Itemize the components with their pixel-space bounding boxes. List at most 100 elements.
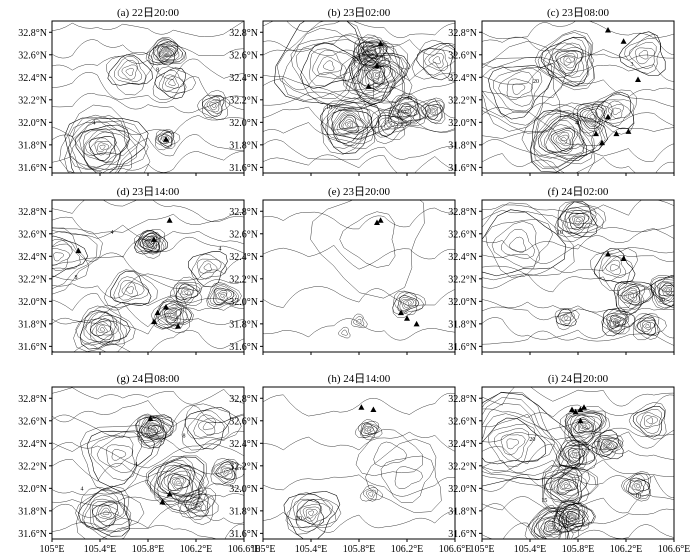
- panel-d: (d) 23日14:00 4 8 4 32.8°N 32.6°N 32.4°N 32.2°N 3…: [18, 186, 245, 355]
- station-triangle: [635, 76, 641, 83]
- y-tick-label: 31.6°N: [18, 529, 47, 540]
- panel-e: (e) 23日20:00 32.8°N 32.6°N 32.4°N 32.2°N 32.0…: [229, 186, 456, 355]
- panel-frame: [51, 199, 245, 353]
- panel-title: (f) 24日02:00: [548, 186, 609, 198]
- panel-b: (b) 23日02:00 20 30 10 32.8°N 32.6°N 32.4°N 32.2…: [229, 7, 456, 176]
- y-tick-label: 31.8°N: [448, 140, 477, 151]
- y-tick-label: 32.6°N: [448, 229, 477, 240]
- station-triangle: [577, 417, 584, 424]
- panel-title: (b) 23日02:00: [328, 7, 391, 19]
- x-tick-label: 106.6°E: [228, 544, 261, 555]
- contour-lines: 20 30 10: [263, 21, 455, 173]
- contour-label: 15: [541, 498, 547, 504]
- panel-frame: [51, 386, 245, 540]
- y-tick-label: 31.6°N: [448, 342, 477, 353]
- y-tick-label: 32.2°N: [229, 95, 258, 106]
- station-triangle: [374, 219, 380, 226]
- y-tick-label: 32.8°N: [448, 394, 477, 405]
- contour-label: 10: [557, 230, 563, 236]
- y-tick-label: 32.8°N: [18, 207, 47, 218]
- y-tick-label: 32.4°N: [229, 439, 258, 450]
- panel-title: (i) 24日20:00: [548, 373, 609, 385]
- station-triangle: [175, 323, 181, 329]
- station-triangle: [620, 255, 627, 262]
- contour-label: 4: [135, 462, 138, 468]
- x-tick-label: 106.2°E: [391, 544, 424, 555]
- station-triangle: [581, 404, 587, 410]
- x-tick-label: 105.8°E: [343, 544, 376, 555]
- contour-lines: 48: [52, 21, 244, 173]
- y-tick-label: 32.0°N: [448, 484, 477, 495]
- panel-frame: [481, 199, 675, 353]
- station-triangle: [413, 320, 420, 327]
- station-triangle: [377, 217, 384, 223]
- x-tick-label: 105°E: [39, 544, 64, 555]
- contour-label: 4: [219, 247, 222, 253]
- y-tick-label: 31.8°N: [229, 140, 258, 151]
- y-tick-label: 32.4°N: [18, 439, 47, 450]
- panel-g: (g) 24日08:00 4 4 8 32.8°N 32.6°N 32.4°N 32.2°N 3…: [18, 373, 260, 555]
- x-tick-label: 106.6°E: [439, 544, 472, 555]
- station-triangle: [370, 406, 377, 413]
- contour-label: 4: [93, 121, 96, 127]
- y-tick-label: 32.0°N: [448, 297, 477, 308]
- station-triangle: [75, 247, 82, 254]
- x-tick-label: 105.4°E: [514, 544, 547, 555]
- y-tick-label: 32.6°N: [448, 416, 477, 427]
- contour-label: 20: [659, 297, 665, 303]
- station-triangle: [605, 251, 611, 257]
- y-tick-label: 32.2°N: [18, 95, 47, 106]
- panel-title: (g) 24日08:00: [117, 373, 180, 385]
- y-tick-label: 32.2°N: [448, 95, 477, 106]
- x-tick-label: 105.4°E: [295, 544, 328, 555]
- y-tick-label: 32.0°N: [448, 118, 477, 129]
- contour-label: 20: [529, 437, 535, 443]
- y-tick-label: 32.0°N: [229, 118, 258, 129]
- y-tick-label: 32.0°N: [229, 484, 258, 495]
- contour-label: 8: [75, 275, 78, 281]
- y-tick-label: 31.8°N: [229, 319, 258, 330]
- y-tick-label: 32.8°N: [229, 207, 258, 218]
- y-tick-label: 32.2°N: [448, 461, 477, 472]
- panel-title: (c) 23日08:00: [547, 7, 610, 19]
- panel-title: (e) 23日20:00: [328, 186, 391, 198]
- y-tick-label: 31.6°N: [18, 342, 47, 353]
- y-tick-label: 31.8°N: [18, 319, 47, 330]
- x-tick-label: 105.8°E: [132, 544, 165, 555]
- station-triangle: [377, 40, 384, 47]
- y-tick-label: 32.2°N: [229, 461, 258, 472]
- contour-label: 20: [296, 516, 302, 522]
- x-tick-label: 105.8°E: [562, 544, 595, 555]
- y-tick-label: 32.4°N: [448, 73, 477, 84]
- panel-i: (i) 24日20:00 20 10 15 32.8°N 32.6°N 32.4°N 32.2…: [448, 373, 691, 555]
- y-tick-label: 32.4°N: [18, 252, 47, 263]
- station-triangle: [365, 83, 372, 89]
- station-triangle: [358, 404, 365, 410]
- panel-a: (a) 22日20:004832.8°N32.6°N32.4°N32.2°N32…: [18, 7, 245, 176]
- y-tick-label: 31.8°N: [448, 319, 477, 330]
- y-tick-label: 32.4°N: [448, 439, 477, 450]
- panel-title: (a) 22日20:00: [117, 7, 180, 19]
- station-triangle: [620, 38, 627, 44]
- x-tick-label: 105°E: [469, 544, 494, 555]
- y-tick-label: 32.2°N: [229, 274, 258, 285]
- y-tick-label: 31.8°N: [18, 140, 47, 151]
- contour-label: 8: [183, 434, 186, 440]
- contour-lines: 10 20 35: [482, 200, 674, 346]
- y-tick-label: 31.6°N: [18, 163, 47, 174]
- station-triangle: [625, 128, 632, 134]
- y-tick-label: 32.0°N: [18, 484, 47, 495]
- y-tick-label: 31.8°N: [18, 506, 47, 517]
- y-tick-label: 32.8°N: [229, 394, 258, 405]
- panel-frame: [262, 199, 456, 353]
- x-tick-label: 106.2°E: [610, 544, 643, 555]
- x-tick-label: 106.6°E: [658, 544, 691, 555]
- station-triangle: [577, 406, 584, 413]
- contour-label: 10: [635, 493, 641, 499]
- x-tick-label: 105°E: [250, 544, 275, 555]
- contour-label: 3: [631, 62, 634, 68]
- station-triangle: [569, 406, 575, 413]
- station-triangle: [599, 139, 605, 146]
- y-tick-label: 32.6°N: [18, 416, 47, 427]
- station-triangle: [404, 315, 410, 321]
